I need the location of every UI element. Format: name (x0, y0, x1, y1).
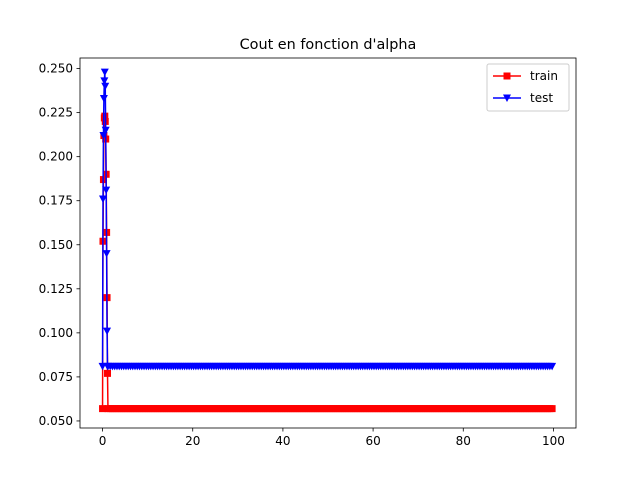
data-point-test (98, 195, 107, 203)
series-layer (98, 68, 557, 413)
y-tick-label: 0.050 (39, 414, 73, 428)
data-point-train (99, 405, 107, 413)
chart-title: Cout en fonction d'alpha (240, 37, 417, 53)
plot-area (80, 58, 576, 428)
series-markers-test (98, 68, 557, 371)
data-point-test (101, 82, 110, 91)
x-tick-label: 40 (275, 434, 290, 448)
data-point-test (100, 77, 109, 85)
data-point-train (104, 369, 112, 377)
data-point-train (548, 405, 556, 413)
y-tick-label: 0.175 (39, 194, 73, 208)
legend-label-train: train (530, 69, 558, 83)
axes-layer: 0 20 40 60 80 100 0.050 0.075 0.100 0.125 0.150 0.1… (39, 57, 577, 448)
y-tick-label: 0.225 (39, 106, 73, 120)
data-point-train (101, 112, 109, 120)
data-point-test (102, 186, 111, 195)
data-point-test (103, 327, 112, 336)
x-tick-label: 0 (99, 434, 107, 448)
y-tick-label: 0.250 (39, 62, 73, 76)
legend: train test (486, 63, 570, 112)
x-tick-label: 100 (542, 434, 565, 448)
series-test (98, 68, 557, 371)
legend-marker-test (503, 94, 511, 102)
data-point-test (99, 132, 108, 140)
data-point-test (100, 68, 109, 77)
y-tick-label: 0.075 (39, 370, 73, 384)
legend-entry-train: train (493, 69, 558, 83)
data-point-test (548, 362, 557, 371)
y-tick-label: 0.150 (39, 238, 73, 252)
x-tick-label: 60 (365, 434, 380, 448)
legend-entry-test: test (493, 91, 553, 105)
legend-marker-train (503, 72, 511, 80)
legend-label-test: test (530, 91, 553, 105)
data-point-test (102, 250, 111, 258)
x-tick-label: 80 (456, 434, 471, 448)
axes-frame (79, 57, 577, 429)
data-point-test (101, 126, 110, 135)
y-tick-label: 0.100 (39, 326, 73, 340)
x-tick-label: 20 (185, 434, 200, 448)
data-point-test (99, 95, 108, 103)
y-tick-label: 0.200 (39, 150, 73, 164)
y-tick-label: 0.125 (39, 282, 73, 296)
